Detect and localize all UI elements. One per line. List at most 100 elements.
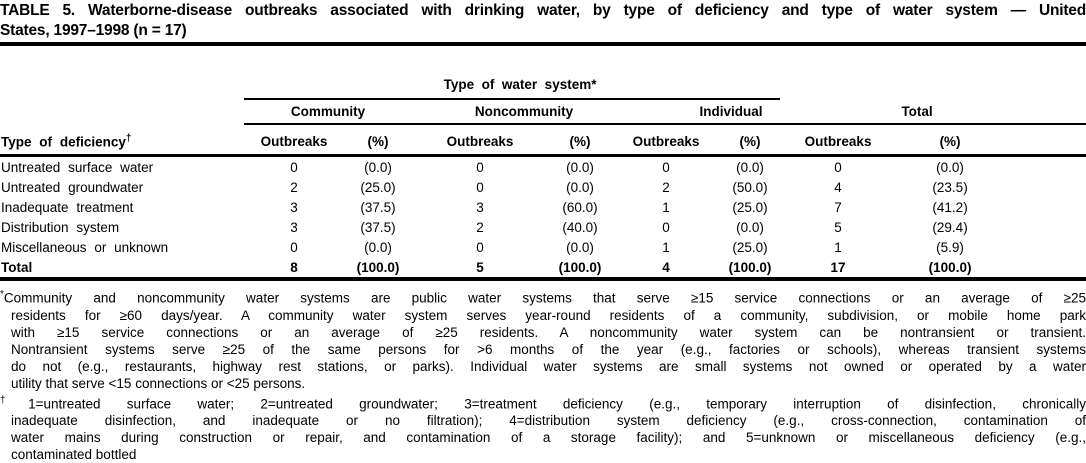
spacer-cell bbox=[1004, 99, 1086, 124]
cell: 0 bbox=[612, 217, 720, 237]
table-row: Distribution system 3 (37.5) 2 (40.0) 0 … bbox=[0, 217, 1086, 237]
footnote-text: Community and noncommunity water systems… bbox=[4, 291, 1086, 306]
cell: 8 bbox=[244, 257, 344, 279]
footnote-line: †1=untreated surface water; 2=untreated … bbox=[11, 392, 1086, 413]
cell: 0 bbox=[412, 177, 548, 197]
cell: 3 bbox=[244, 217, 344, 237]
row-header-title: Type of deficiency† bbox=[0, 124, 244, 156]
footnotes: *Community and noncommunity water system… bbox=[0, 286, 1086, 463]
dagger-footnote-marker: † bbox=[0, 395, 28, 406]
cell: (0.0) bbox=[720, 156, 780, 178]
col-header-pct-noncommunity: (%) bbox=[548, 124, 612, 156]
row-label: Total bbox=[0, 257, 244, 279]
group-header-noncommunity: Noncommunity bbox=[412, 99, 612, 124]
spanner-row: Type of water system* bbox=[0, 46, 1086, 99]
cell: 2 bbox=[244, 177, 344, 197]
cell: (0.0) bbox=[344, 237, 412, 257]
row-label: Inadequate treatment bbox=[0, 197, 244, 217]
spacer-cell bbox=[1004, 124, 1086, 156]
cell: (41.2) bbox=[896, 197, 1004, 217]
cell: (40.0) bbox=[548, 217, 612, 237]
cell: 3 bbox=[412, 197, 548, 217]
footnote-line: contaminated bottled bbox=[11, 446, 1086, 463]
dagger-footnote-marker: † bbox=[126, 133, 132, 144]
cell: 1 bbox=[612, 197, 720, 217]
spacer-cell bbox=[0, 99, 244, 124]
table-row: Untreated surface water 0 (0.0) 0 (0.0) … bbox=[0, 156, 1086, 178]
cell: (0.0) bbox=[548, 156, 612, 178]
cell: 2 bbox=[612, 177, 720, 197]
cell: 1 bbox=[780, 237, 896, 257]
cell: (0.0) bbox=[344, 156, 412, 178]
footnote-line: with ≥15 service connections or an avera… bbox=[11, 324, 1086, 341]
row-label: Untreated groundwater bbox=[0, 177, 244, 197]
col-header-pct-community: (%) bbox=[344, 124, 412, 156]
spacer-cell bbox=[1004, 257, 1086, 279]
cell: 5 bbox=[780, 217, 896, 237]
table-row-total: Total 8 (100.0) 5 (100.0) 4 (100.0) 17 (… bbox=[0, 257, 1086, 279]
water-system-spanner: Type of water system* bbox=[244, 46, 780, 99]
col-header-outbreaks-total: Outbreaks bbox=[780, 124, 896, 156]
cell: (5.9) bbox=[896, 237, 1004, 257]
cell: (50.0) bbox=[720, 177, 780, 197]
row-label: Miscellaneous or unknown bbox=[0, 237, 244, 257]
cell: 0 bbox=[244, 156, 344, 178]
col-header-pct-total: (%) bbox=[896, 124, 1004, 156]
row-label: Untreated surface water bbox=[0, 156, 244, 178]
cell: 4 bbox=[780, 177, 896, 197]
spacer-cell bbox=[1004, 217, 1086, 237]
spacer-cell bbox=[780, 46, 1004, 99]
spacer-cell bbox=[1004, 237, 1086, 257]
cell: 0 bbox=[612, 156, 720, 178]
col-header-pct-individual: (%) bbox=[720, 124, 780, 156]
footnote-line: inadequate disinfection, and inadequate … bbox=[11, 412, 1086, 429]
footnote-line: water mains during construction or repai… bbox=[11, 429, 1086, 446]
spacer-cell bbox=[1004, 177, 1086, 197]
footnote-line: *Community and noncommunity water system… bbox=[11, 286, 1086, 307]
cell: (0.0) bbox=[896, 156, 1004, 178]
cell: (0.0) bbox=[548, 237, 612, 257]
group-header-row: Community Noncommunity Individual Total bbox=[0, 99, 1086, 124]
cell: 2 bbox=[412, 217, 548, 237]
cell: 7 bbox=[780, 197, 896, 217]
cell: (25.0) bbox=[344, 177, 412, 197]
footnote-line: do not (e.g., restaurants, highway rest … bbox=[11, 358, 1086, 375]
cell: (37.5) bbox=[344, 217, 412, 237]
col-header-outbreaks-noncommunity: Outbreaks bbox=[412, 124, 548, 156]
group-header-community: Community bbox=[244, 99, 412, 124]
footnote-line: utility that serve <15 connections or <2… bbox=[11, 375, 1086, 392]
spacer-cell bbox=[1004, 46, 1086, 99]
cell: 0 bbox=[412, 156, 548, 178]
cell: 1 bbox=[612, 237, 720, 257]
cell: (0.0) bbox=[548, 177, 612, 197]
cell: (0.0) bbox=[720, 217, 780, 237]
footnote-deficiency-codes: †1=untreated surface water; 2=untreated … bbox=[0, 392, 1086, 463]
cell: 0 bbox=[780, 156, 896, 178]
cell: 3 bbox=[244, 197, 344, 217]
footnote-water-systems: *Community and noncommunity water system… bbox=[0, 286, 1086, 392]
outbreaks-table: Type of water system* Community Noncommu… bbox=[0, 46, 1086, 281]
cell: (25.0) bbox=[720, 197, 780, 217]
group-header-total: Total bbox=[780, 99, 1004, 124]
table-title-line2: States, 1997–1998 (n = 17) bbox=[0, 21, 1086, 41]
cell: 4 bbox=[612, 257, 720, 279]
col-header-outbreaks-individual: Outbreaks bbox=[612, 124, 720, 156]
table-title-line1: TABLE 5. Waterborne-disease outbreaks as… bbox=[0, 1, 1086, 21]
column-header-row: Type of deficiency† Outbreaks (%) Outbre… bbox=[0, 124, 1086, 156]
table-row: Untreated groundwater 2 (25.0) 0 (0.0) 2… bbox=[0, 177, 1086, 197]
cell: (100.0) bbox=[344, 257, 412, 279]
row-label: Distribution system bbox=[0, 217, 244, 237]
table-title: TABLE 5. Waterborne-disease outbreaks as… bbox=[0, 0, 1086, 41]
cell: (100.0) bbox=[896, 257, 1004, 279]
cell: (37.5) bbox=[344, 197, 412, 217]
table-row: Inadequate treatment 3 (37.5) 3 (60.0) 1… bbox=[0, 197, 1086, 217]
cell: (25.0) bbox=[720, 237, 780, 257]
table-row: Miscellaneous or unknown 0 (0.0) 0 (0.0)… bbox=[0, 237, 1086, 257]
spacer-cell bbox=[0, 46, 244, 99]
cell: (100.0) bbox=[720, 257, 780, 279]
spacer-cell bbox=[1004, 197, 1086, 217]
footnote-text: 1=untreated surface water; 2=untreated g… bbox=[28, 396, 1086, 411]
cell: (100.0) bbox=[548, 257, 612, 279]
cell: (29.4) bbox=[896, 217, 1004, 237]
row-header-label: Type of deficiency bbox=[1, 134, 126, 149]
